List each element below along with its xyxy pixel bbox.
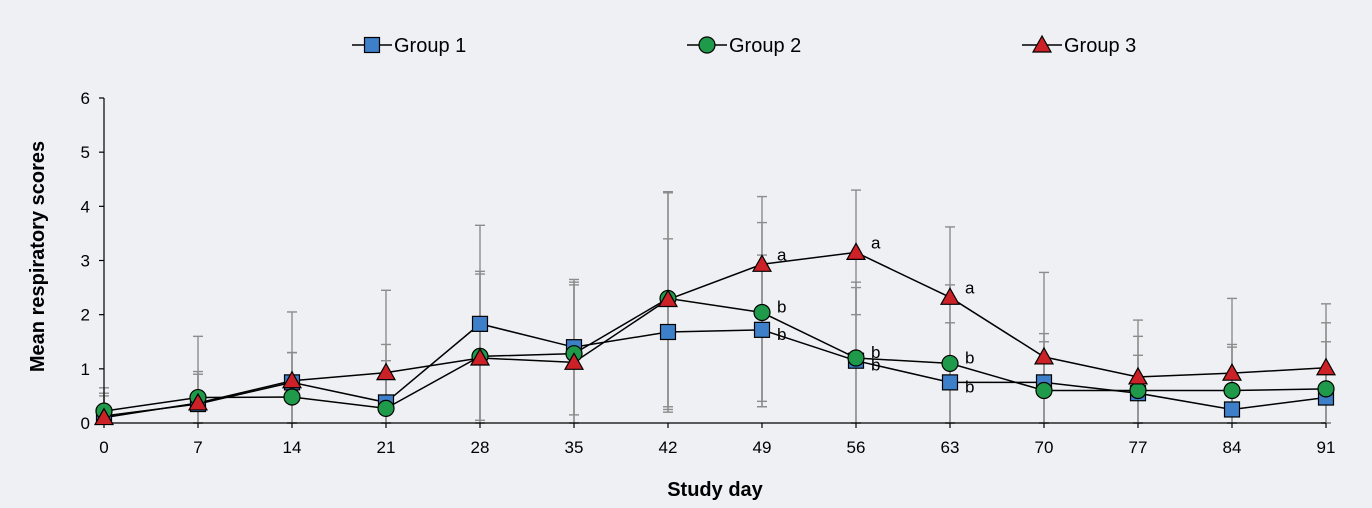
y-tick-label: 3 [81, 252, 90, 271]
y-tick-label: 2 [81, 306, 90, 325]
group-2-point [753, 303, 771, 322]
axes [103, 98, 1326, 424]
x-tick-label: 21 [377, 438, 396, 457]
legend-marker-group-1 [363, 36, 381, 54]
x-tick-label: 35 [565, 438, 584, 457]
group-3-point [1033, 346, 1055, 365]
x-tick-label: 77 [1129, 438, 1148, 457]
group-3-point [939, 287, 961, 305]
group-3-point [375, 362, 397, 381]
x-tick-label: 14 [283, 438, 302, 457]
group-2-point [1035, 381, 1053, 400]
significance-label: b [871, 356, 880, 375]
y-axis-title: Mean respiratory scores [27, 141, 49, 372]
x-tick-label: 28 [471, 438, 490, 457]
x-tick-label: 0 [99, 438, 108, 457]
group-1-point [1223, 401, 1241, 418]
y-axis-ticks: 0 1 2 3 4 5 6 [81, 89, 104, 433]
group-3-point [845, 242, 867, 260]
y-tick-label: 5 [81, 143, 90, 162]
x-tick-label: 91 [1317, 438, 1336, 457]
group-2-point [1129, 381, 1147, 400]
group-2-line [103, 297, 1327, 412]
x-tick-label: 84 [1223, 438, 1242, 457]
group-1-point [941, 374, 959, 391]
group-3-point [1221, 362, 1243, 381]
x-tick-label: 63 [941, 438, 960, 457]
group-2-point [1317, 380, 1335, 398]
group-2-point [283, 388, 301, 406]
significance-label: b [965, 348, 974, 367]
group-3-point [469, 347, 491, 366]
legend-label-group-2: Group 2 [729, 35, 801, 57]
group-3-point [1127, 366, 1149, 385]
group-3-point [93, 407, 115, 426]
y-tick-label: 6 [81, 89, 90, 108]
group-3-point [187, 392, 209, 411]
significance-label: b [777, 298, 786, 317]
significance-label: a [871, 233, 881, 252]
series-lines [103, 251, 1327, 419]
x-axis-ticks: 0 7 14 21 28 35 42 49 56 63 70 77 84 91 [99, 423, 1335, 457]
legend-label-group-1: Group 1 [394, 35, 466, 57]
group-1-point [659, 323, 677, 341]
significance-label: b [871, 343, 880, 362]
x-tick-label: 56 [847, 438, 866, 457]
x-axis-title: Study day [667, 479, 763, 501]
significance-label: b [777, 325, 786, 344]
group-3-point [281, 370, 303, 389]
x-tick-label: 70 [1035, 438, 1054, 457]
group-2-point [941, 354, 959, 373]
legend-label-group-3: Group 3 [1064, 35, 1136, 57]
group-2-point [1223, 381, 1241, 400]
y-tick-label: 4 [81, 197, 90, 216]
significance-label: a [777, 245, 787, 264]
y-tick-label: 1 [81, 360, 90, 379]
group-2-point [377, 399, 395, 417]
x-tick-label: 7 [193, 438, 202, 457]
group-3-point [563, 352, 585, 370]
group-1-point [471, 315, 489, 332]
significance-label: b [965, 377, 974, 396]
group-3-point [1315, 357, 1337, 376]
group-3-point [657, 289, 679, 308]
group-1-point [753, 321, 771, 338]
significance-label: a [965, 278, 975, 297]
legend-marker-group-2 [698, 36, 716, 54]
series-markers [93, 242, 1337, 426]
group-1-line [103, 323, 1327, 417]
group-2-point [847, 349, 865, 367]
legend: Group 1 Group 2 Group 3 [352, 34, 1136, 57]
legend-marker-group-3 [1031, 34, 1053, 53]
group-3-point [751, 254, 773, 272]
group-3-line [103, 251, 1327, 419]
x-tick-label: 42 [659, 438, 678, 457]
x-tick-label: 49 [753, 438, 772, 457]
y-tick-label: 0 [81, 414, 90, 433]
